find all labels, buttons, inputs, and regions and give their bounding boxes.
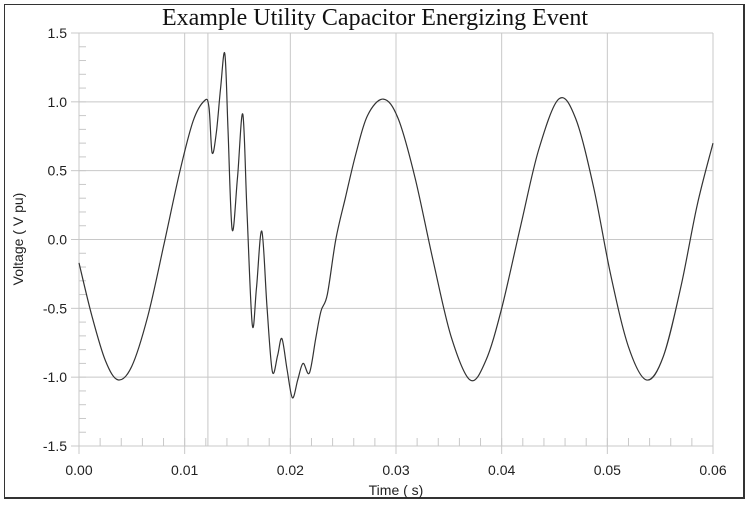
y-tick-label: 0.5 [48,163,68,179]
y-tick-label: -0.5 [43,300,67,316]
x-tick-label: 0.00 [65,462,92,478]
chart-title: Example Utility Capacitor Energizing Eve… [161,5,589,31]
y-tick-label: 1.0 [48,94,68,110]
y-tick-label: -1.5 [43,438,67,454]
y-tick-label: 0.0 [48,232,68,248]
y-tick-labels: 1.5 1.0 0.5 0.0 -0.5 -1.0 -1.5 [43,25,67,454]
y-tick-label: -1.0 [43,369,67,385]
x-tick-label: 0.01 [171,462,198,478]
chart-frame [4,4,745,499]
x-tick-label: 0.03 [382,462,409,478]
x-axis-label: Time ( s) [369,482,424,498]
x-tick-label: 0.04 [488,462,515,478]
x-tick-labels: 0.00 0.01 0.02 0.03 0.04 0.05 0.06 [65,462,726,478]
x-tick-label: 0.02 [277,462,304,478]
x-tick-label: 0.05 [594,462,621,478]
y-tick-label: 1.5 [48,25,68,41]
minor-ticks [78,32,714,447]
grid-lines [71,32,714,454]
y-axis-label: Voltage ( V pu) [10,193,26,286]
voltage-waveform [78,51,714,399]
x-tick-label: 0.06 [699,462,726,478]
